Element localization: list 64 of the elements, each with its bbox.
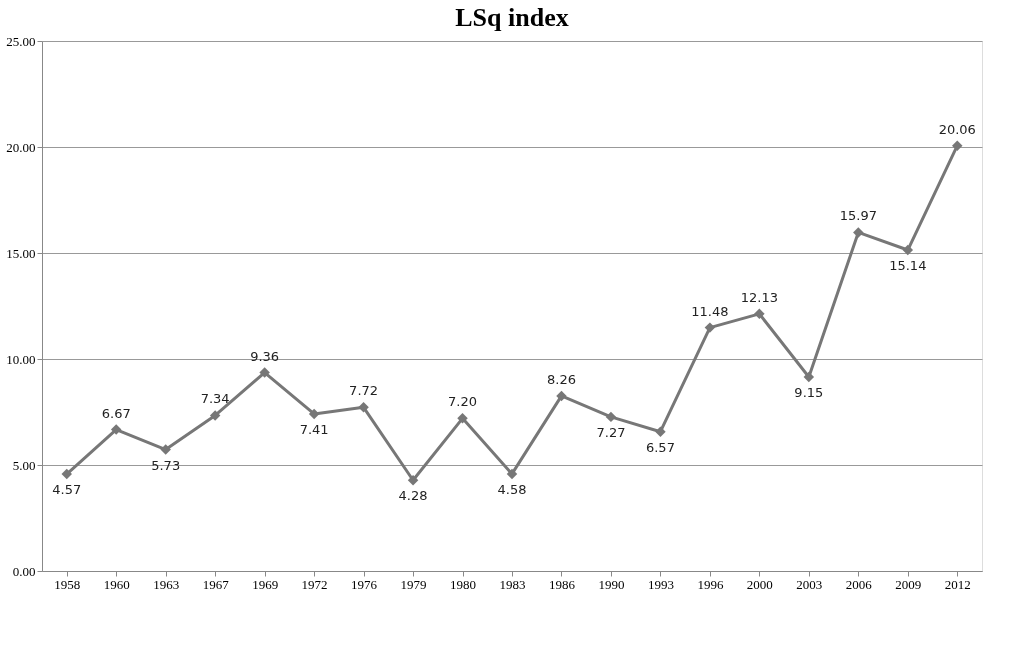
data-label: 7.41 xyxy=(299,421,329,437)
point xyxy=(308,408,320,420)
x-tick-label: 1993 xyxy=(647,576,674,592)
x-tick-label: 1969 xyxy=(252,576,279,592)
point xyxy=(853,227,864,238)
x-tick-label: 1983 xyxy=(499,576,526,592)
x-tick-label: 1967 xyxy=(202,576,230,592)
x-tick-label: 2003 xyxy=(796,576,823,592)
data-label: 15.14 xyxy=(889,258,927,274)
data-label: 7.72 xyxy=(349,383,379,399)
x-tick-label: 1963 xyxy=(153,576,180,592)
x-tick-label: 1996 xyxy=(697,576,724,592)
point xyxy=(952,140,963,151)
data-label: 12.13 xyxy=(740,289,778,305)
data-label: 7.34 xyxy=(200,391,230,407)
data-label: 5.73 xyxy=(151,457,181,473)
point xyxy=(655,426,666,437)
x-tick-label: 1990 xyxy=(598,576,625,592)
point xyxy=(704,322,716,333)
data-label: 7.20 xyxy=(448,394,477,410)
data-label: 11.48 xyxy=(691,303,729,319)
x-tick-label: 2009 xyxy=(895,576,922,592)
point xyxy=(110,424,122,435)
point xyxy=(605,411,617,423)
y-tick-label: 15.00 xyxy=(6,245,36,261)
point xyxy=(160,444,171,455)
data-label: 8.26 xyxy=(547,371,576,387)
x-tick-label: 1986 xyxy=(548,576,576,592)
x-tick-label: 2000 xyxy=(746,576,773,592)
point xyxy=(457,413,468,424)
x-tick-label: 1980 xyxy=(450,576,477,592)
data-label: 9.36 xyxy=(250,348,280,364)
x-tick-label: 1960 xyxy=(103,576,130,592)
chart-title: LSq index xyxy=(455,3,569,32)
x-tick-label: 2006 xyxy=(845,576,873,592)
point xyxy=(803,371,815,383)
point xyxy=(209,410,221,421)
point xyxy=(506,468,518,480)
data-label: 6.67 xyxy=(101,405,131,421)
data-label: 4.57 xyxy=(52,482,82,498)
data-label: 20.06 xyxy=(938,121,976,137)
data-label: 4.28 xyxy=(398,488,428,504)
data-label: 7.27 xyxy=(596,424,626,440)
data-label: 15.97 xyxy=(839,208,877,224)
point xyxy=(902,244,914,256)
y-tick-label: 5.00 xyxy=(12,457,36,473)
x-tick-label: 1958 xyxy=(54,576,81,592)
x-tick-label: 1976 xyxy=(351,576,378,592)
data-label: 4.58 xyxy=(497,481,527,497)
data-label: 9.15 xyxy=(794,385,824,401)
point xyxy=(556,390,567,402)
y-tick-label: 20.00 xyxy=(6,139,36,155)
point xyxy=(407,475,419,486)
y-tick-label: 10.00 xyxy=(6,351,36,367)
data-label: 6.57 xyxy=(645,439,675,455)
point xyxy=(754,308,765,320)
x-tick-label: 2012 xyxy=(944,576,971,592)
point xyxy=(61,468,72,480)
y-tick-label: 25.00 xyxy=(6,33,36,49)
x-tick-label: 1972 xyxy=(301,576,328,592)
x-tick-label: 1979 xyxy=(400,576,427,592)
y-tick-label: 0.00 xyxy=(12,563,36,579)
point xyxy=(358,402,369,413)
point xyxy=(259,367,270,378)
